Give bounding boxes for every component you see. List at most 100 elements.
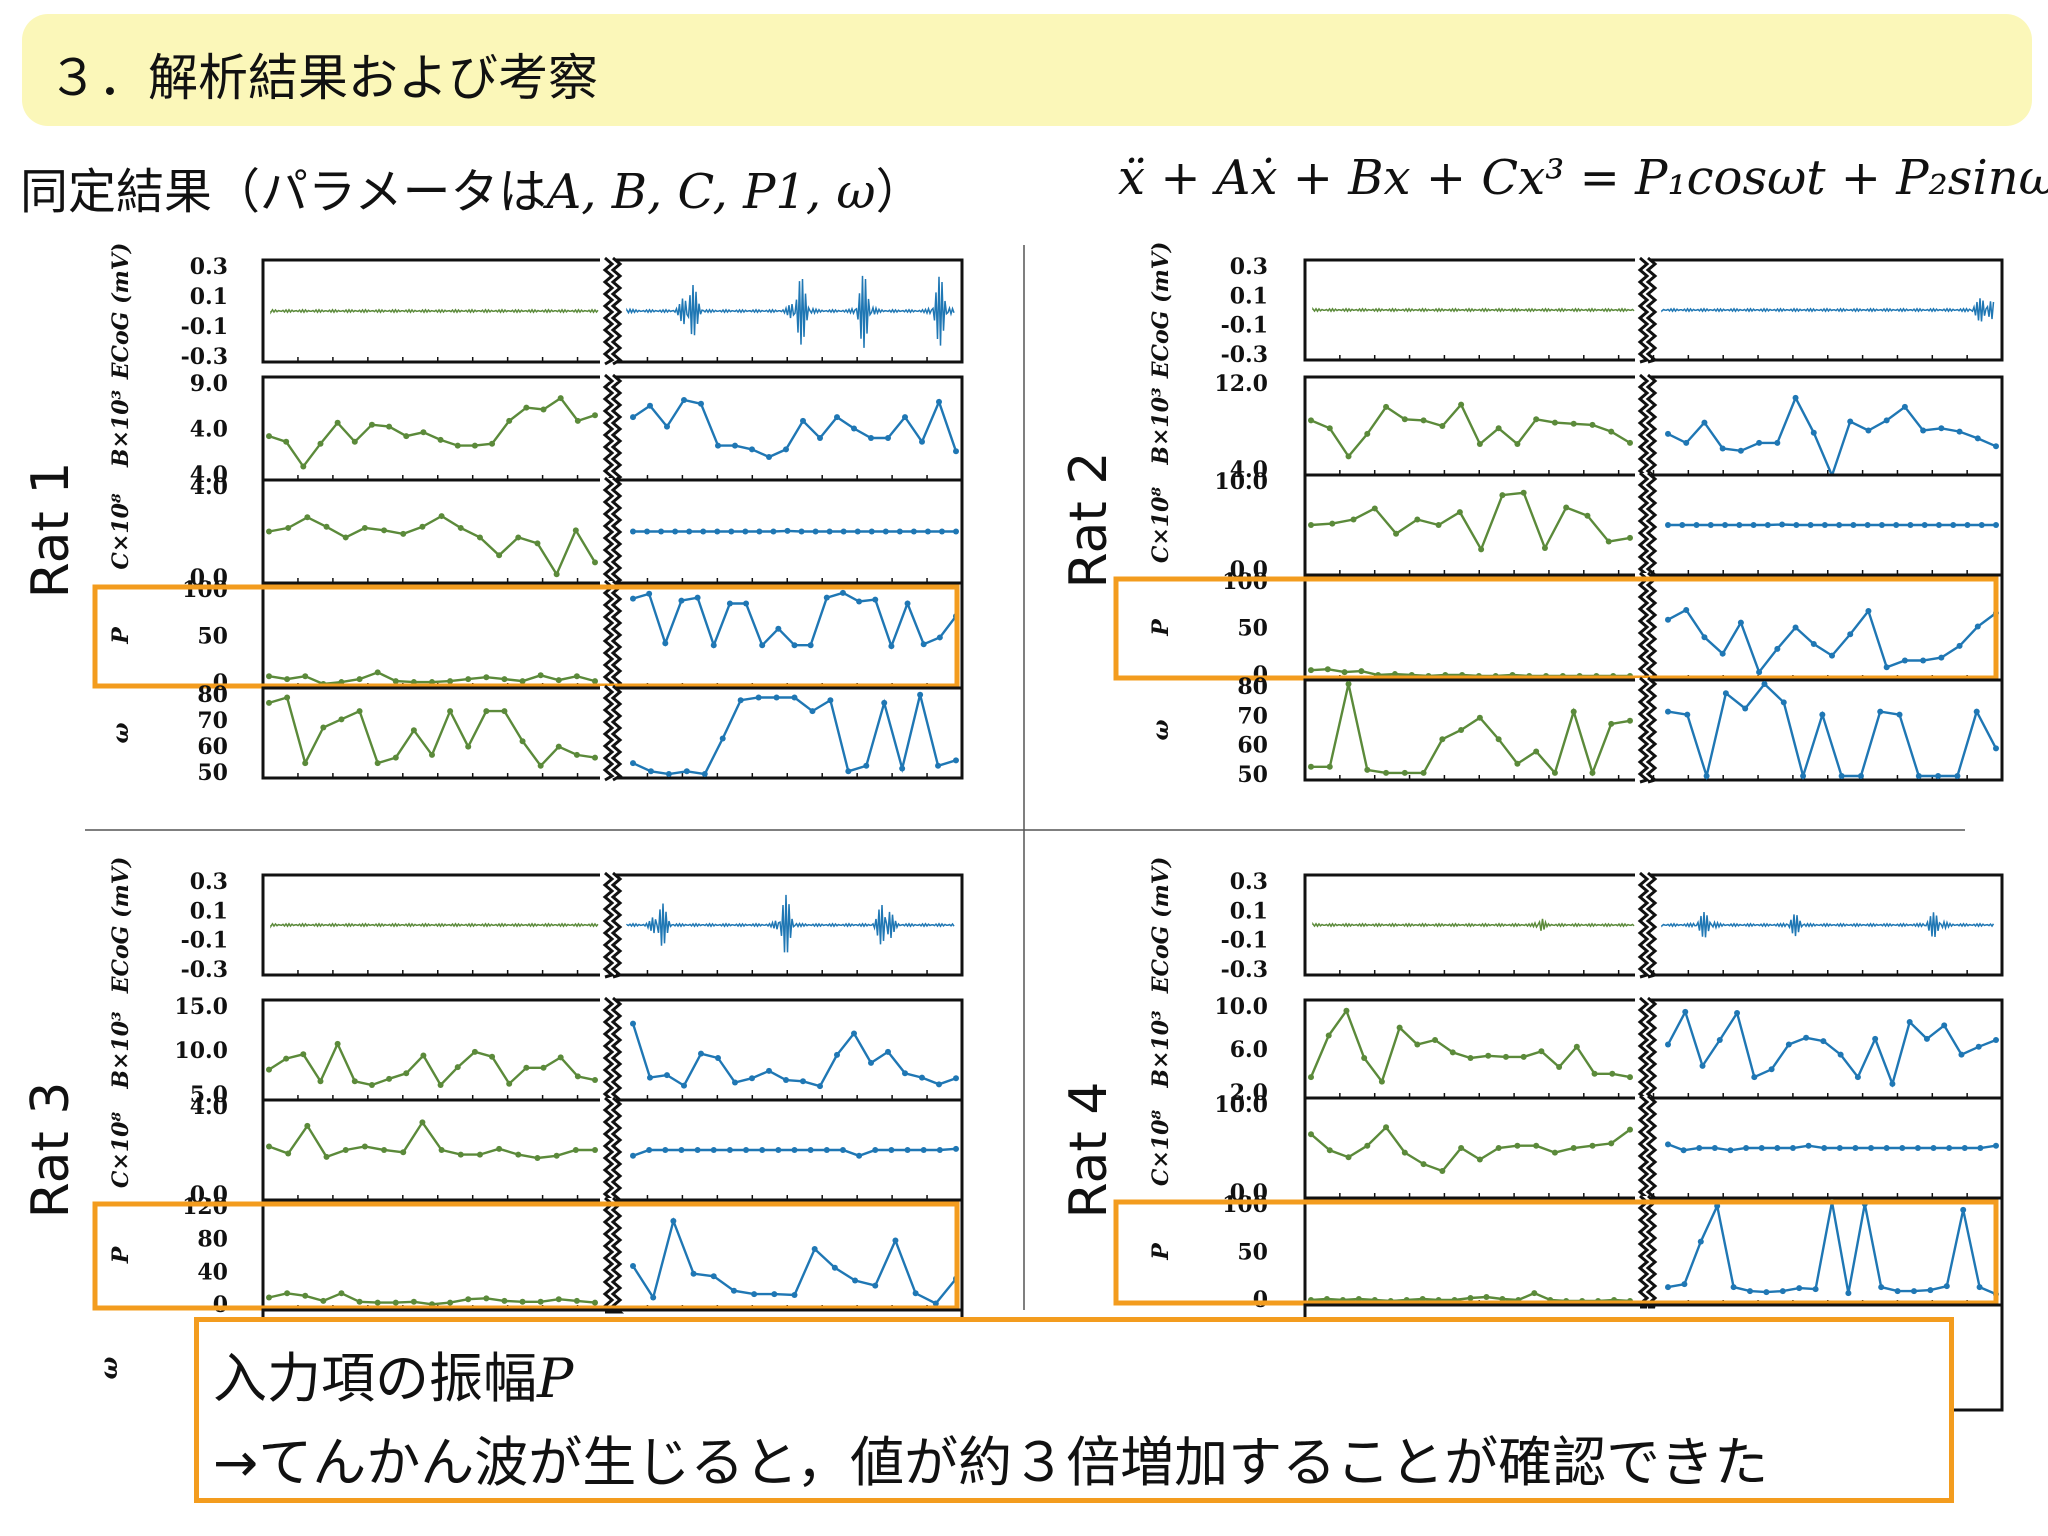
rat1-panel-2-break-gap xyxy=(600,375,616,482)
rat1-panel-4-break-b xyxy=(609,579,623,692)
rat2-panel-5-before-point-9 xyxy=(1476,714,1483,721)
rat3-panel-2-before-point-18 xyxy=(574,1073,581,1080)
rat3-panel-3-after-point-0 xyxy=(630,1152,636,1159)
rat2-panel-5-before-point-3 xyxy=(1364,766,1371,773)
rat2-panel-5-after-point-14 xyxy=(1935,773,1942,779)
rat2-panel-1-signal-before xyxy=(1312,306,1635,313)
rat2-panel-4-after-point-3 xyxy=(1719,650,1726,657)
rat2-panel-2-after-point-6 xyxy=(1774,439,1781,446)
rat4-panel-1-ylabel: ECoG (mV) xyxy=(1148,857,1174,995)
rat3-panel-4-before-point-3 xyxy=(320,1297,327,1304)
rat3-panel-1-signal-before xyxy=(270,922,599,929)
rat2-panel-2-ytick-0: 12.0 xyxy=(1214,371,1268,397)
rat4-panel-2-after-point-15 xyxy=(1923,1035,1930,1042)
rat1-panel-4-after-point-19 xyxy=(936,634,943,641)
rat2-panel-5-before-point-7 xyxy=(1439,736,1446,743)
rat2-panel-2-before-point-14 xyxy=(1570,420,1577,427)
rat3-panel-2-before-point-0 xyxy=(266,1066,272,1073)
rat4-panel-1-break-b xyxy=(1645,871,1659,979)
rat3-panel-2-after-point-7 xyxy=(749,1075,755,1082)
rat1-panel-5-after-point-1 xyxy=(647,768,654,775)
rat1-panel-3-before-point-15 xyxy=(553,571,560,578)
rat2-panel-2-frame xyxy=(1303,375,2004,477)
rat2-panel-3-after-point-19 xyxy=(1935,522,1942,528)
rat1-panel-3-before-point-9 xyxy=(438,513,445,520)
rat4-panel-4-after-point-18 xyxy=(1960,1206,1967,1213)
rat3-panel-4-after-point-2 xyxy=(670,1218,677,1224)
rat1-panel-4-before-point-0 xyxy=(266,673,272,680)
rat3-panel-3-before-point-0 xyxy=(266,1143,272,1150)
rat2-panel-3-before-point-14 xyxy=(1605,538,1612,545)
rat2-panel-4-before-point-2 xyxy=(1341,669,1348,676)
rat4-panel-2-after-point-6 xyxy=(1768,1066,1775,1073)
rat1-panel-2-before-point-11 xyxy=(454,442,461,449)
rat1-panel-2-before-point-16 xyxy=(540,406,547,413)
rat1-panel-5-before-point-9 xyxy=(429,751,435,758)
rat4-panel-4-ytick-2: 0 xyxy=(1253,1287,1268,1313)
rat2-panel-2-before-point-6 xyxy=(1420,417,1427,424)
rat1-panel-5-before-point-10 xyxy=(447,708,454,715)
rat4-panel-4-after-point-6 xyxy=(1763,1289,1770,1296)
rat1-panel-4-ytick-1: 50 xyxy=(197,624,228,650)
rat1-panel-1-ytick-1: 0.1 xyxy=(190,284,228,310)
rat2-panel-3-before-point-1 xyxy=(1329,520,1336,527)
rat4-panel-3-after-point-4 xyxy=(1727,1147,1734,1154)
rat1-panel-5-ytick-1: 70 xyxy=(197,708,228,734)
rat4-panel-2-ylabel: B×10³ xyxy=(1148,1010,1174,1089)
rat2-panel-4-highlight-box xyxy=(1113,576,1999,681)
rat2-panel-2-after-point-0 xyxy=(1665,430,1671,437)
rat1-panel-4-before-point-5 xyxy=(356,676,363,683)
rat2-panel-3-after-point-2 xyxy=(1693,522,1700,528)
rat2-panel-1-ylabel: ECoG (mV) xyxy=(1148,242,1174,380)
rat2-panel-5-after-point-5 xyxy=(1761,681,1768,687)
rat1-panel-4-after-point-17 xyxy=(904,600,911,607)
rat1-panel-4-ytick-2: 0 xyxy=(213,670,228,696)
rat1-panel-3-break-b xyxy=(610,476,623,587)
rat2-panel-4-after-point-2 xyxy=(1701,634,1708,641)
rat2-panel-2-after-point-16 xyxy=(1956,428,1963,435)
rat2-panel-3-before-line xyxy=(1310,491,1631,553)
rat4-panel-2-before-point-6 xyxy=(1414,1041,1421,1048)
rat2-panel-5-before-point-17 xyxy=(1627,717,1633,724)
rat1-panel-2-ytick-0: 9.0 xyxy=(190,371,228,397)
rat1-panel-1-break-b xyxy=(610,256,623,366)
rat1-panel-4-after-point-13 xyxy=(839,589,846,596)
rat4-panel-4-highlight-box xyxy=(1113,1199,1999,1306)
rat2-panel-5-ylabel: ω xyxy=(1148,719,1174,740)
rat1-panel-5-after-point-4 xyxy=(701,771,708,777)
rat2-panel-5-after-point-4 xyxy=(1742,705,1749,712)
rat3-panel-4-after-point-10 xyxy=(831,1264,838,1271)
rat1-panel-4-after-point-1 xyxy=(646,590,653,597)
rat3-panel-2-before-point-14 xyxy=(506,1080,513,1087)
rat2-panel-3-after-point-7 xyxy=(1764,522,1771,528)
subtitle-text: 同定結果（パラメータは xyxy=(20,164,547,220)
section-header: ３．解析結果および考察 xyxy=(22,14,2032,126)
rat3-panel-2-ytick-0: 15.0 xyxy=(174,994,228,1020)
rat2-panel-3-before-point-9 xyxy=(1499,492,1506,499)
rat1-panel-3-after-point-8 xyxy=(742,528,749,535)
rat2-panel-3-after-point-10 xyxy=(1807,522,1814,528)
rat4-panel-2-before-point-11 xyxy=(1502,1053,1509,1060)
rat3-panel-2-after-point-9 xyxy=(783,1077,789,1084)
rat1-panel-4-before-point-14 xyxy=(519,678,526,685)
rat2-panel-5-before-line xyxy=(1311,683,1631,777)
rat2-panel-4-break-gap xyxy=(1635,573,1651,682)
rat4-panel-2-after-point-2 xyxy=(1699,1062,1706,1069)
rat3-panel-4-before-point-12 xyxy=(483,1295,490,1302)
rat2-panel-5-before-point-0 xyxy=(1308,763,1314,770)
rat1-panel-4-before-point-12 xyxy=(483,674,490,681)
rat1-panel-4-after-point-5 xyxy=(710,642,717,649)
rat3-panel-3-after-point-10 xyxy=(791,1147,798,1153)
rat4-panel-2-after-point-19 xyxy=(1993,1037,1999,1043)
rat1-title: Rat 1 xyxy=(21,462,81,599)
rat3-panel-2-after-point-17 xyxy=(919,1074,925,1081)
rat1-panel-4-ytick-0: 100 xyxy=(182,577,228,603)
rat3-panel-1-ytick-3: -0.3 xyxy=(181,957,228,983)
rat4-panel-3-after-point-18 xyxy=(1946,1145,1953,1151)
rat1-panel-3-before-point-6 xyxy=(381,527,388,534)
rat3-panel-4-before-point-17 xyxy=(573,1297,580,1304)
rat1-panel-3-before-point-8 xyxy=(419,523,426,530)
rat3-panel-1-ytick-1: 0.1 xyxy=(190,898,228,924)
rat2-panel-4-after-point-16 xyxy=(1956,642,1963,649)
rat2-panel-4-after-point-5 xyxy=(1756,669,1763,676)
